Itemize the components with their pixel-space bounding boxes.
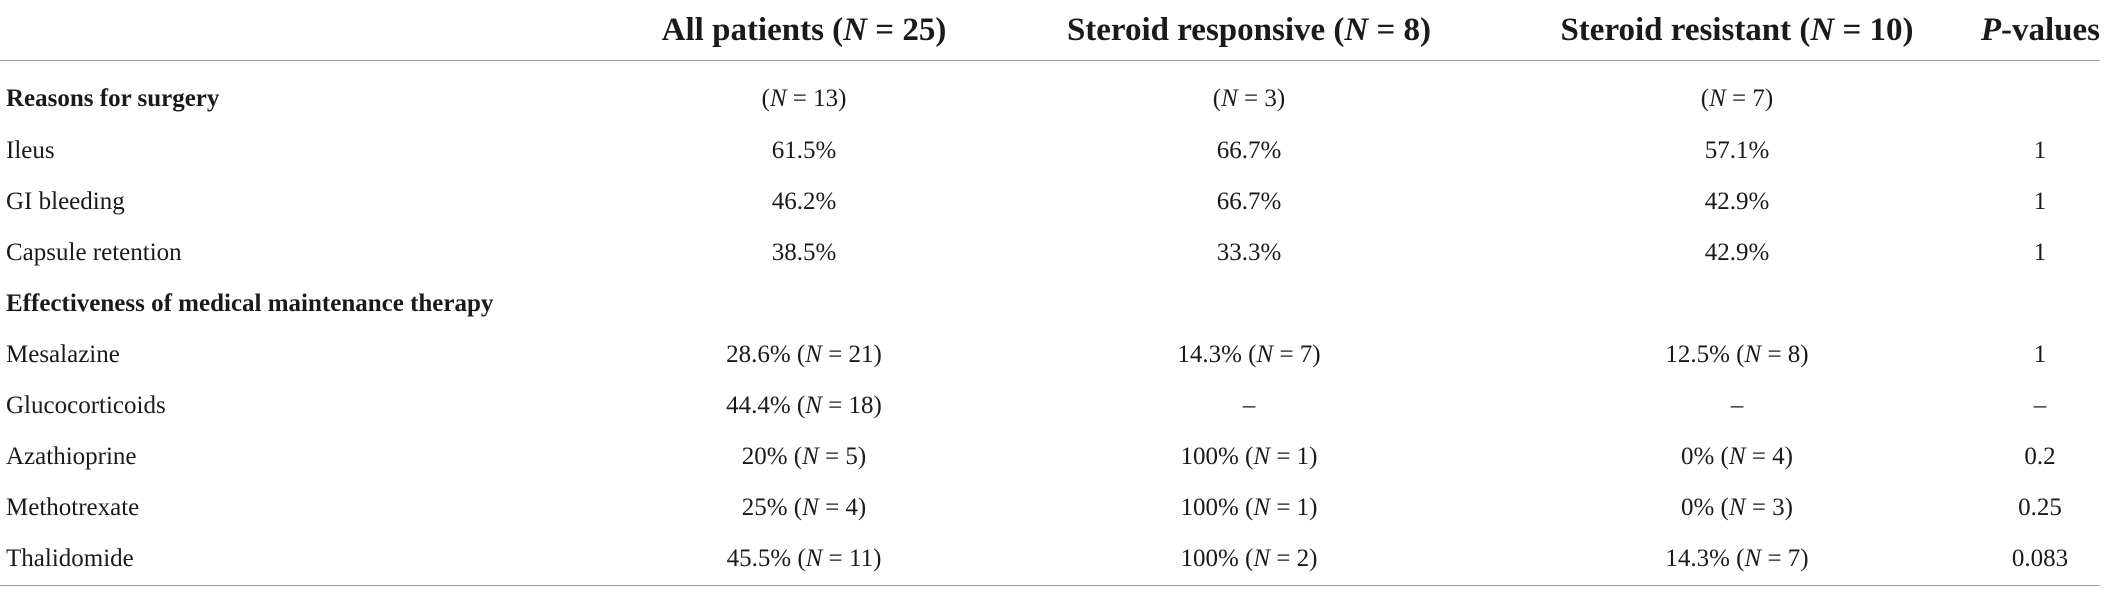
cell-steroid-responsive: 100% (N = 1) bbox=[1180, 442, 1318, 470]
header-steroid-responsive: Steroid responsive (N = 8) bbox=[1004, 0, 1494, 61]
results-table: All patients (N = 25) Steroid responsive… bbox=[0, 0, 2100, 586]
row-label: Glucocorticoids bbox=[6, 391, 166, 419]
cell-steroid-resistant: 42.9% bbox=[1704, 238, 1770, 266]
cell-steroid-responsive: 100% (N = 1) bbox=[1180, 493, 1318, 521]
cell-p-value: 1 bbox=[2033, 136, 2047, 164]
row-label: Effectiveness of medical maintenance the… bbox=[6, 289, 494, 317]
cell-p-value: 0.083 bbox=[1980, 533, 2100, 586]
cell-p-value: 0.25 bbox=[2018, 493, 2062, 521]
cell-steroid-responsive: 66.7% bbox=[1216, 187, 1282, 215]
cell-steroid-responsive: – bbox=[1242, 391, 1256, 419]
cell-steroid-responsive: (N = 3) bbox=[1212, 85, 1286, 112]
cell-all-patients: 25% (N = 4) bbox=[741, 493, 867, 521]
cell-steroid-resistant: 14.3% (N = 7) bbox=[1494, 533, 1980, 586]
header-all-patients-suffix: = 25) bbox=[867, 11, 947, 48]
cell-steroid-resistant bbox=[1494, 278, 1980, 329]
cell-steroid-responsive: 66.7% bbox=[1216, 136, 1282, 164]
table-row: Capsule retention 38.5% 33.3% 42.9% 1 bbox=[0, 227, 2100, 278]
header-row: All patients (N = 25) Steroid responsive… bbox=[0, 0, 2100, 61]
table-row-section-effectiveness: Effectiveness of medical maintenance the… bbox=[0, 278, 2100, 329]
table-header: All patients (N = 25) Steroid responsive… bbox=[0, 0, 2100, 61]
table-row: Glucocorticoids 44.4% (N = 18) – – – bbox=[0, 380, 2100, 431]
table-row: GI bleeding 46.2% 66.7% 42.9% 1 bbox=[0, 176, 2100, 227]
row-label: Methotrexate bbox=[6, 493, 140, 521]
cell-all-patients: 44.4% (N = 18) bbox=[726, 391, 882, 419]
row-label: Thalidomide bbox=[0, 533, 604, 586]
table-body: Reasons for surgery (N = 13) (N = 3) (N … bbox=[0, 61, 2100, 586]
cell-steroid-resistant: (N = 7) bbox=[1700, 85, 1774, 112]
table-row: Mesalazine 28.6% (N = 21) 14.3% (N = 7) … bbox=[0, 329, 2100, 380]
table-row: Thalidomide 45.5% (N = 11) 100% (N = 2) … bbox=[0, 533, 2100, 586]
cell-steroid-responsive: 33.3% bbox=[1216, 238, 1282, 266]
header-label-cell bbox=[0, 0, 604, 61]
cell-all-patients: 61.5% bbox=[771, 136, 837, 164]
header-all-patients-prefix: All patients ( bbox=[661, 11, 844, 48]
header-steroid-responsive-suffix: = 8) bbox=[1368, 11, 1432, 48]
cell-p-value: 1 bbox=[2033, 187, 2047, 215]
cell-all-patients: 38.5% bbox=[771, 238, 837, 266]
cell-steroid-responsive: 14.3% (N = 7) bbox=[1177, 340, 1321, 368]
cell-steroid-resistant: 0% (N = 3) bbox=[1680, 493, 1794, 521]
cell-steroid-resistant: 0% (N = 4) bbox=[1680, 442, 1794, 470]
header-steroid-resistant: Steroid resistant (N = 10) bbox=[1494, 0, 1980, 61]
row-label: Reasons for surgery bbox=[6, 85, 220, 112]
cell-all-patients bbox=[604, 278, 1004, 329]
cell-p-value: 0.2 bbox=[2024, 442, 2056, 470]
cell-p-value: 1 bbox=[2033, 238, 2047, 266]
header-steroid-responsive-n: N bbox=[1344, 11, 1369, 48]
cell-p-value: 1 bbox=[2033, 340, 2047, 368]
row-label: Mesalazine bbox=[6, 340, 120, 368]
row-label: GI bleeding bbox=[6, 187, 125, 215]
row-label: Capsule retention bbox=[6, 238, 182, 266]
cell-all-patients: 28.6% (N = 21) bbox=[726, 340, 882, 368]
header-steroid-resistant-prefix: Steroid resistant ( bbox=[1560, 11, 1811, 48]
table-row: Azathioprine 20% (N = 5) 100% (N = 1) 0%… bbox=[0, 431, 2100, 482]
cell-all-patients: (N = 13) bbox=[761, 85, 847, 112]
header-all-patients-n: N bbox=[843, 11, 868, 48]
cell-all-patients: 46.2% bbox=[771, 187, 837, 215]
cell-steroid-resistant: 42.9% bbox=[1704, 187, 1770, 215]
cell-all-patients: 20% (N = 5) bbox=[741, 442, 867, 470]
cell-steroid-resistant: 12.5% (N = 8) bbox=[1665, 340, 1809, 368]
header-all-patients: All patients (N = 25) bbox=[604, 0, 1004, 61]
cell-p-value bbox=[1980, 61, 2100, 126]
cell-p-value: – bbox=[2033, 391, 2047, 419]
cell-steroid-resistant: 57.1% bbox=[1704, 136, 1770, 164]
table-row-section-reasons: Reasons for surgery (N = 13) (N = 3) (N … bbox=[0, 61, 2100, 126]
row-label: Azathioprine bbox=[6, 442, 137, 470]
header-p-values: P-values bbox=[1980, 0, 2100, 61]
header-p-values-italic: P bbox=[1980, 11, 2001, 48]
table-row: Ileus 61.5% 66.7% 57.1% 1 bbox=[0, 125, 2100, 176]
cell-steroid-responsive bbox=[1004, 278, 1494, 329]
cell-steroid-responsive: 100% (N = 2) bbox=[1004, 533, 1494, 586]
header-steroid-resistant-n: N bbox=[1810, 11, 1835, 48]
cell-all-patients: 45.5% (N = 11) bbox=[604, 533, 1004, 586]
table-row: Methotrexate 25% (N = 4) 100% (N = 1) 0%… bbox=[0, 482, 2100, 533]
header-steroid-resistant-suffix: = 10) bbox=[1834, 11, 1914, 48]
row-label: Ileus bbox=[6, 136, 55, 164]
header-steroid-responsive-prefix: Steroid responsive ( bbox=[1066, 11, 1345, 48]
header-p-values-suffix: -values bbox=[2001, 11, 2100, 48]
cell-p-value bbox=[1980, 278, 2100, 329]
cell-steroid-resistant: – bbox=[1730, 391, 1744, 419]
